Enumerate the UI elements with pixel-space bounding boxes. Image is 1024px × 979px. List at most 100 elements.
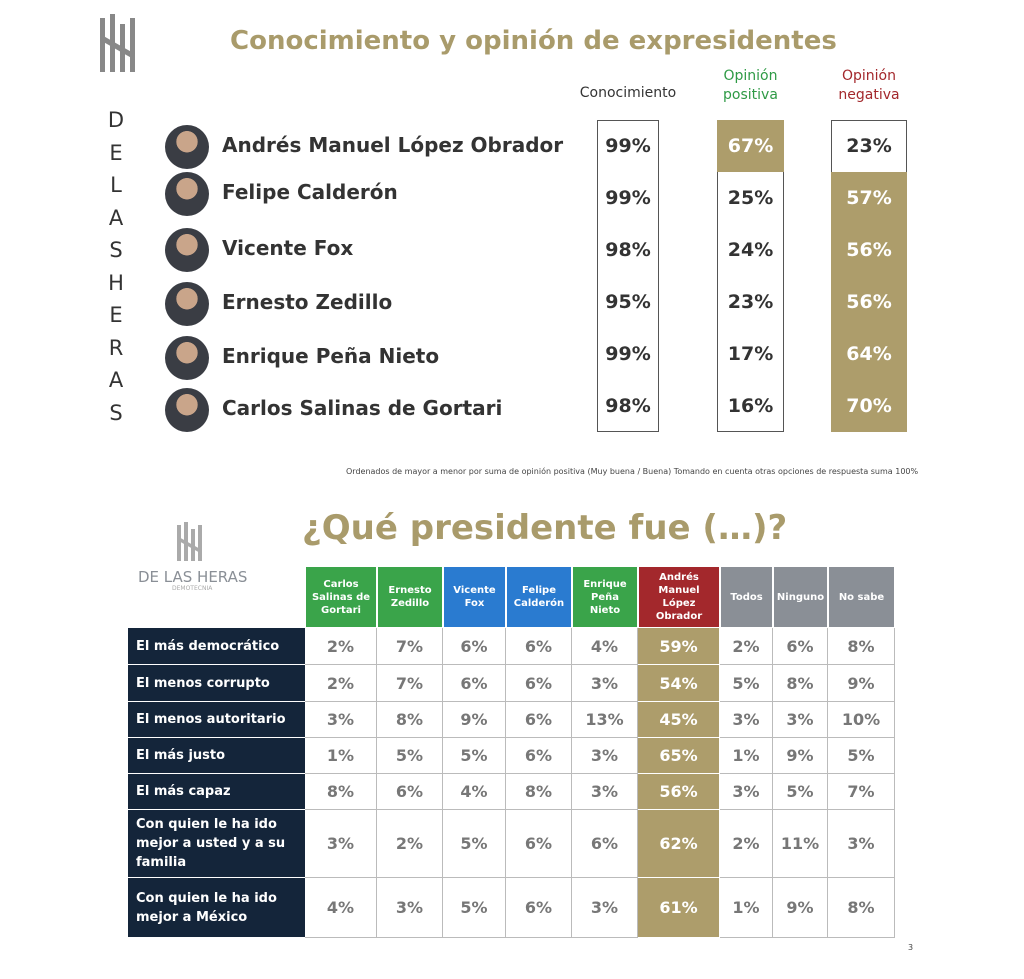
brand-letter: H xyxy=(108,270,124,295)
top-title: Conocimiento y opinión de expresidentes xyxy=(230,26,837,56)
president-name: Carlos Salinas de Gortari xyxy=(222,396,503,420)
brand-letter: D xyxy=(107,108,125,132)
brand-letter: S xyxy=(109,238,123,262)
row-label: El más democrático xyxy=(128,628,305,665)
column-header: Vicente Fox xyxy=(443,566,506,628)
value-cell: 6% xyxy=(773,628,828,665)
value-cell: 3% xyxy=(572,878,638,938)
value-cell: 61% xyxy=(638,878,720,938)
value-cell: 6% xyxy=(443,628,506,665)
value-cell: 7% xyxy=(377,628,443,665)
photo xyxy=(165,388,209,432)
value-cell: 6% xyxy=(506,702,572,738)
value-cell: 6% xyxy=(443,665,506,702)
value-cell: 2% xyxy=(305,628,377,665)
brand-letter: E xyxy=(109,140,123,165)
row-label: Con quien le ha ido mejor a usted y a su… xyxy=(128,810,305,878)
value-cell: 64% xyxy=(831,328,907,380)
value-cell: 6% xyxy=(506,810,572,878)
value-cell: 13% xyxy=(572,702,638,738)
value-cell: 98% xyxy=(605,395,651,417)
row-label: El menos autoritario xyxy=(128,702,305,738)
value-cell: 9% xyxy=(773,738,828,774)
value-cell: 7% xyxy=(828,774,895,810)
value-cell: 6% xyxy=(506,665,572,702)
brand-letter: S xyxy=(109,400,123,425)
value-cell: 7% xyxy=(377,665,443,702)
value-cell: 3% xyxy=(572,665,638,702)
column-header: Enrique Peña Nieto xyxy=(572,566,638,628)
value-cell: 3% xyxy=(572,738,638,774)
value-cell: 5% xyxy=(828,738,895,774)
value-cell: 8% xyxy=(828,628,895,665)
page-number: 3 xyxy=(908,943,914,952)
column-header: Todos xyxy=(720,566,773,628)
brand-letter: L xyxy=(110,173,122,197)
value-cell: 6% xyxy=(572,810,638,878)
value-cell: 3% xyxy=(377,878,443,938)
bottom-title: ¿Qué presidente fue (…)? xyxy=(302,508,788,548)
value-cell: 62% xyxy=(638,810,720,878)
value-cell: 3% xyxy=(773,702,828,738)
value-cell: 4% xyxy=(443,774,506,810)
president-name: Ernesto Zedillo xyxy=(222,290,393,314)
logo-small xyxy=(177,522,202,561)
row-label: El más justo xyxy=(128,738,305,774)
value-cell: 56% xyxy=(831,224,907,276)
value-cell: 24% xyxy=(727,239,774,261)
value-cell: 16% xyxy=(727,395,774,417)
value-cell: 8% xyxy=(828,878,895,938)
brand-letter: E xyxy=(109,303,123,327)
brand-letter: A xyxy=(108,368,124,392)
value-cell: 23% xyxy=(727,291,774,313)
president-name: Felipe Calderón xyxy=(222,180,398,204)
value-cell: 8% xyxy=(773,665,828,702)
value-cell: 3% xyxy=(720,774,773,810)
column-header: Ernesto Zedillo xyxy=(377,566,443,628)
value-cell: 45% xyxy=(638,702,720,738)
value-cell: 2% xyxy=(720,628,773,665)
value-cell: 56% xyxy=(831,276,907,328)
column-header: Ninguno xyxy=(773,566,828,628)
value-cell: 56% xyxy=(638,774,720,810)
value-cell: 67% xyxy=(717,120,784,172)
value-cell: 11% xyxy=(773,810,828,878)
value-cell: 9% xyxy=(773,878,828,938)
value-cell: 99% xyxy=(605,135,651,157)
brand-letter: A xyxy=(108,205,124,230)
photo xyxy=(165,172,209,216)
president-name: Enrique Peña Nieto xyxy=(222,344,440,368)
value-cell: 4% xyxy=(305,878,377,938)
value-cell: 2% xyxy=(720,810,773,878)
value-cell: 5% xyxy=(443,810,506,878)
president-name: Vicente Fox xyxy=(222,236,354,260)
column-header: Andrés Manuel López Obrador xyxy=(638,566,720,628)
column-header: Felipe Calderón xyxy=(506,566,572,628)
column-header: Opinión negativa xyxy=(838,68,900,103)
value-cell: 3% xyxy=(305,702,377,738)
value-cell: 3% xyxy=(572,774,638,810)
row-label: Con quien le ha ido mejor a México xyxy=(128,878,305,938)
row-label: El menos corrupto xyxy=(128,665,305,702)
brand-sub: DEMOTECNIA xyxy=(172,585,213,592)
value-cell: 10% xyxy=(828,702,895,738)
value-cell: 4% xyxy=(572,628,638,665)
value-cell: 1% xyxy=(305,738,377,774)
row-label: El más capaz xyxy=(128,774,305,810)
value-cell: 99% xyxy=(605,343,651,365)
value-cell: 99% xyxy=(605,187,651,209)
value-cell: 6% xyxy=(506,878,572,938)
column-header: Conocimiento xyxy=(579,85,677,101)
value-cell: 5% xyxy=(377,738,443,774)
value-cell: 5% xyxy=(773,774,828,810)
brand-letter: R xyxy=(108,335,124,360)
photo xyxy=(165,228,209,272)
value-cell: 1% xyxy=(720,738,773,774)
value-cell: 9% xyxy=(828,665,895,702)
value-cell: 57% xyxy=(831,172,907,224)
photo xyxy=(165,336,209,380)
value-cell: 3% xyxy=(305,810,377,878)
value-cell: 6% xyxy=(506,628,572,665)
value-cell: 23% xyxy=(846,135,892,157)
